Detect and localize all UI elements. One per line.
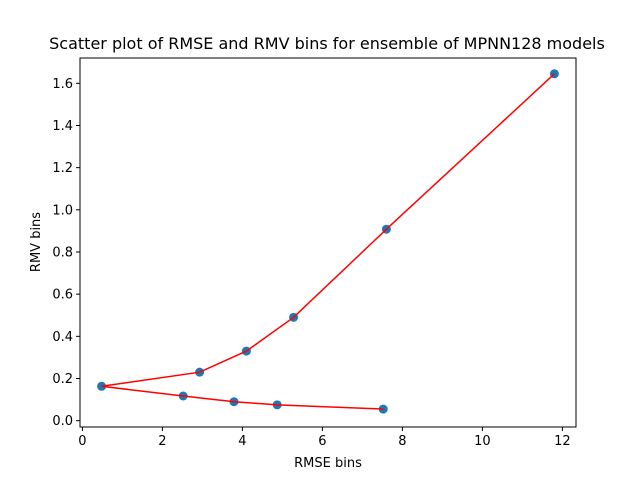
y-tick-label: 0.8 — [52, 245, 73, 260]
x-tick-label: 6 — [318, 434, 326, 449]
x-tick-label: 10 — [474, 434, 491, 449]
y-tick-label: 0.0 — [52, 414, 73, 429]
x-tick-label: 12 — [554, 434, 571, 449]
y-tick-label: 0.6 — [52, 288, 73, 303]
y-axis-label: RMV bins — [29, 212, 44, 272]
x-axis-label: RMSE bins — [294, 456, 362, 471]
y-tick-label: 1.4 — [52, 119, 73, 134]
plot-area — [97, 69, 559, 414]
y-tick-label: 0.2 — [52, 372, 73, 387]
y-tick-label: 1.6 — [52, 77, 73, 92]
x-tick-label: 8 — [398, 434, 406, 449]
y-tick-label: 0.4 — [52, 330, 73, 345]
x-tick-label: 2 — [158, 434, 166, 449]
x-tick-label: 4 — [238, 434, 246, 449]
y-tick-label: 1.0 — [52, 203, 73, 218]
axes-frame — [79, 57, 577, 428]
x-axis: 0 2 4 6 8 10 12 — [78, 427, 571, 449]
y-tick-label: 1.2 — [52, 161, 73, 176]
y-axis: 0.0 0.2 0.4 0.6 0.8 1.0 1.2 1.4 1.6 — [52, 77, 80, 429]
series-line — [101, 73, 555, 410]
chart-title: Scatter plot of RMSE and RMV bins for en… — [49, 34, 605, 53]
x-tick-label: 0 — [78, 434, 86, 449]
